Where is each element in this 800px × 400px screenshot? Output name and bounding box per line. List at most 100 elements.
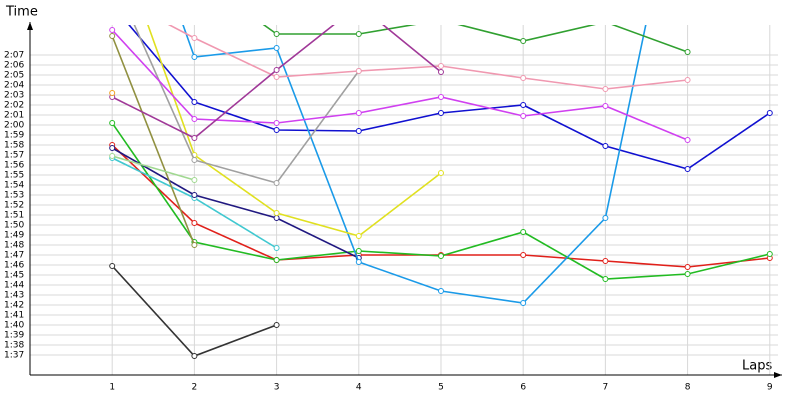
y-tick-label: 1:44 [4, 281, 24, 291]
y-tick-label: 2:07 [4, 51, 24, 61]
data-point [109, 27, 116, 33]
data-point [191, 135, 198, 141]
data-point [273, 120, 280, 126]
data-point [437, 110, 444, 116]
y-tick-label: 1:56 [4, 161, 24, 171]
y-tick-label: 2:03 [4, 91, 24, 101]
data-point [602, 143, 609, 149]
data-point [273, 215, 280, 221]
data-point [273, 322, 280, 328]
series-line [182, 25, 647, 304]
y-tick-label: 1:55 [4, 171, 24, 181]
x-axis-arrow [774, 372, 782, 378]
y-tick-label: 1:50 [4, 221, 24, 231]
data-point [766, 110, 773, 116]
y-tick-label: 2:02 [4, 101, 24, 111]
y-tick-label: 2:05 [4, 71, 24, 81]
data-point [109, 145, 116, 151]
data-point [437, 69, 444, 75]
series-line [111, 29, 688, 141]
data-point [355, 233, 362, 239]
y-tick-label: 1:57 [4, 151, 24, 161]
data-point [520, 300, 527, 306]
data-point [191, 35, 198, 41]
series-line [167, 25, 688, 90]
y-tick-label: 1:41 [4, 311, 24, 321]
data-point [438, 18, 443, 23]
data-point [602, 215, 609, 221]
y-tick-label: 1:39 [4, 331, 24, 341]
y-tick-label: 1:40 [4, 321, 24, 331]
y-tick-label: 1:48 [4, 241, 24, 251]
data-point [684, 77, 691, 83]
data-point [684, 264, 691, 270]
data-point [273, 31, 280, 37]
data-point [603, 20, 608, 25]
data-point [109, 263, 116, 269]
x-tick-label: 8 [685, 383, 691, 393]
x-tick-label: 4 [356, 383, 362, 393]
data-point [437, 170, 444, 176]
data-point [109, 120, 116, 126]
data-point [355, 110, 362, 116]
data-point [191, 192, 198, 198]
y-tick-label: 1:42 [4, 301, 24, 311]
x-tick-label: 2 [192, 383, 198, 393]
y-tick-label: 2:00 [4, 121, 24, 131]
data-point [520, 75, 527, 81]
data-point [110, 3, 115, 8]
y-tick-label: 1:51 [4, 211, 24, 221]
y-tick-label: 1:53 [4, 191, 24, 201]
data-point [684, 271, 691, 277]
data-point [273, 245, 280, 251]
data-point [191, 220, 198, 226]
data-point [109, 33, 116, 39]
data-point [356, 3, 361, 8]
y-tick-label: 2:01 [4, 111, 24, 121]
data-point [273, 45, 280, 51]
data-point [191, 157, 198, 163]
data-point [766, 251, 773, 257]
data-point [191, 54, 198, 60]
x-tick-label: 5 [438, 383, 444, 393]
y-tick-label: 2:06 [4, 61, 24, 71]
data-point [273, 127, 280, 133]
x-tick-label: 6 [520, 383, 526, 393]
series-line [111, 155, 195, 181]
data-point [520, 113, 527, 119]
data-point [437, 94, 444, 100]
data-point [602, 258, 609, 264]
data-point [355, 128, 362, 134]
data-point [109, 90, 116, 96]
data-point [191, 99, 198, 105]
data-point [355, 31, 362, 37]
data-point [191, 116, 198, 122]
y-axis-title: Time [5, 5, 38, 20]
data-point [273, 67, 280, 73]
series-line [133, 25, 360, 184]
data-point [273, 74, 280, 80]
data-point [191, 177, 198, 183]
data-point [520, 229, 527, 235]
y-tick-label: 1:49 [4, 231, 24, 241]
data-point [437, 253, 444, 259]
x-tick-label: 9 [767, 383, 773, 393]
x-tick-label: 3 [274, 383, 280, 393]
series-line [111, 35, 196, 246]
data-point [602, 86, 609, 92]
data-point [602, 103, 609, 109]
x-axis-title: Laps [742, 359, 772, 374]
data-point [355, 68, 362, 74]
data-point [273, 257, 280, 263]
y-tick-label: 1:45 [4, 271, 24, 281]
y-axis-arrow [27, 22, 33, 30]
data-point [520, 102, 527, 108]
y-tick-label: 2:04 [4, 81, 24, 91]
x-tick-label: 7 [603, 383, 609, 393]
y-tick-label: 1:52 [4, 201, 24, 211]
data-point [191, 242, 198, 248]
y-tick-label: 1:58 [4, 141, 24, 151]
data-point [602, 276, 609, 282]
data-point [437, 63, 444, 69]
